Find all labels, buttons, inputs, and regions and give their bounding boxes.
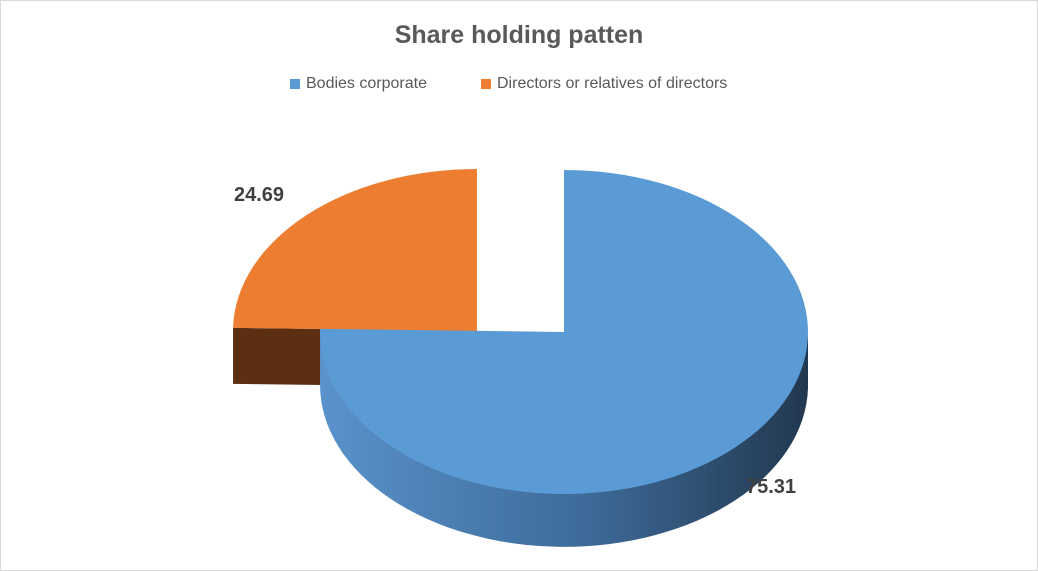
legend-item-directors: Directors or relatives of directors <box>481 75 727 93</box>
legend-swatch-bodies-corporate <box>290 79 300 89</box>
data-label-directors: 24.69 <box>234 184 284 206</box>
pie-slice-bodies-corporate-side <box>320 328 808 547</box>
legend-swatch-directors <box>481 79 491 89</box>
data-label-bodies-corporate: 75.31 <box>746 476 796 498</box>
legend-item-bodies-corporate: Bodies corporate <box>290 75 427 93</box>
chart-title: Share holding patten <box>394 21 644 49</box>
pie-slice-bodies-corporate <box>320 170 808 495</box>
legend: Bodies corporate Directors or relatives … <box>1 75 1037 97</box>
pie-slice-directors <box>233 169 477 331</box>
legend-label-bodies-corporate: Bodies corporate <box>306 75 427 92</box>
legend-label-directors: Directors or relatives of directors <box>497 75 728 92</box>
